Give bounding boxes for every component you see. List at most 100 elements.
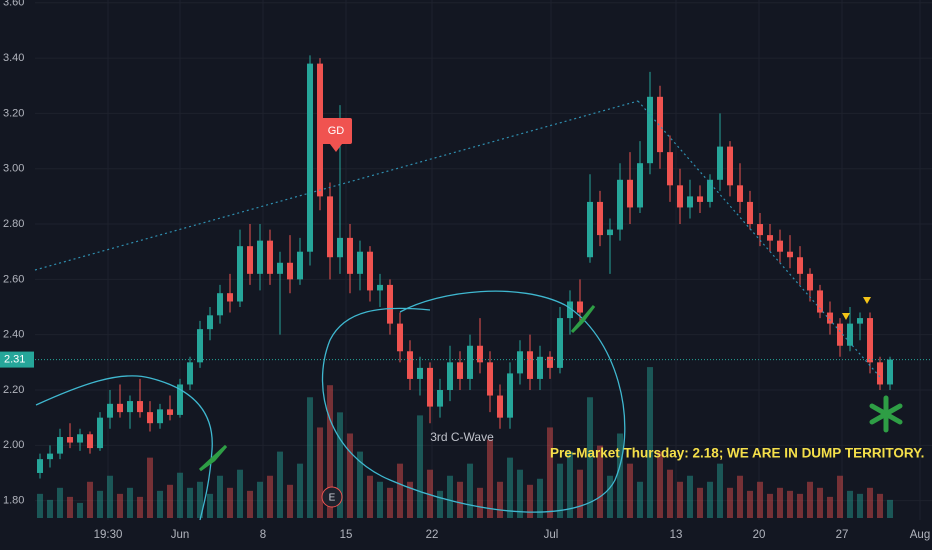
volume-bar	[577, 469, 583, 518]
candle-body	[157, 409, 163, 424]
volume-bar	[537, 478, 543, 518]
volume-bar	[187, 487, 193, 518]
volume-bar	[657, 451, 663, 518]
volume-bar	[727, 487, 733, 518]
candle-body	[817, 290, 823, 313]
candle-body	[557, 318, 563, 368]
volume-bar	[737, 475, 743, 518]
volume-bar	[647, 367, 653, 518]
candle-body	[307, 63, 313, 252]
trend-line	[34, 100, 639, 271]
arrow	[198, 444, 228, 472]
candle-body	[847, 323, 853, 346]
volume-bar	[687, 475, 693, 518]
volume-bar	[487, 439, 493, 518]
candle-body	[727, 146, 733, 186]
y-tick-label: 1.80	[3, 495, 24, 507]
y-tick-label: 2.00	[3, 439, 24, 451]
wave-circle	[322, 290, 626, 513]
volume-bar	[37, 493, 43, 518]
candle-body	[777, 240, 783, 252]
candle-body	[837, 323, 843, 346]
y-tick-label: 2.60	[3, 273, 24, 285]
volume-bar	[757, 481, 763, 518]
candle-body	[407, 351, 413, 379]
candle-body	[67, 437, 73, 443]
y-tick-label: 3.60	[3, 0, 24, 9]
candle-body	[757, 224, 763, 236]
volume-bar	[787, 490, 793, 518]
volume-bar	[447, 475, 453, 518]
candle-body	[567, 301, 573, 319]
candle-body	[87, 434, 93, 449]
volume-bar	[497, 481, 503, 518]
candle-body	[547, 356, 553, 368]
volume-bar	[47, 499, 53, 518]
candle-body	[877, 362, 883, 385]
candle-body	[477, 345, 483, 363]
y-tick-label: 3.20	[3, 107, 24, 119]
candle-body	[347, 237, 353, 274]
trend-line	[637, 100, 881, 378]
candle-body	[737, 185, 743, 202]
candle-body	[107, 403, 113, 418]
volume-bar	[117, 493, 123, 518]
volume-bar	[107, 475, 113, 518]
volume-bar	[227, 487, 233, 518]
volume-bar	[847, 490, 853, 518]
volume-bar	[347, 433, 353, 518]
candle-body	[497, 395, 503, 418]
candle-body	[887, 359, 893, 385]
volume-bar	[87, 481, 93, 518]
candle-body	[487, 362, 493, 396]
candle-body	[37, 459, 43, 473]
volume-bar	[57, 487, 63, 518]
marker	[863, 297, 871, 304]
candle-body	[217, 293, 223, 316]
candle-body	[117, 403, 123, 413]
volume-bar	[547, 427, 553, 518]
volume-bar	[397, 463, 403, 518]
asterisk	[869, 395, 903, 433]
volume-bar	[427, 469, 433, 518]
volume-bar	[807, 481, 813, 518]
candle-body	[297, 251, 303, 280]
candle-body	[427, 367, 433, 407]
volume-bar	[527, 484, 533, 518]
candle-body	[637, 163, 643, 208]
y-tick-label: 2.80	[3, 218, 24, 230]
candle-body	[417, 367, 423, 379]
candle-body	[337, 237, 343, 258]
x-tick-label: 22	[426, 529, 439, 541]
volume-bar	[877, 493, 883, 518]
volume-bar	[837, 475, 843, 518]
x-tick-label: Jun	[171, 529, 190, 541]
candle-body	[457, 362, 463, 379]
volume-bar	[477, 487, 483, 518]
candle-body	[747, 201, 753, 225]
volume-bar	[617, 433, 623, 518]
volume-bar	[277, 451, 283, 518]
volume-bar	[507, 457, 513, 518]
volume-bar	[817, 487, 823, 518]
candle-body	[687, 196, 693, 208]
volume-bar	[217, 475, 223, 518]
volume-bar	[417, 415, 423, 518]
volume-bar	[467, 463, 473, 518]
gd-badge	[330, 144, 342, 152]
candle-body	[667, 152, 673, 186]
candle-body	[717, 146, 723, 180]
candle-body	[787, 251, 793, 258]
arrow	[570, 305, 596, 334]
candle-body	[127, 401, 133, 413]
candle-body	[597, 201, 603, 236]
x-tick-label: Aug	[910, 529, 930, 541]
volume-bar	[377, 481, 383, 518]
earnings-label: E	[329, 493, 336, 504]
candle-body	[807, 273, 813, 291]
candle-body	[797, 257, 803, 274]
candle-body	[177, 384, 183, 415]
candle-body	[657, 96, 663, 153]
